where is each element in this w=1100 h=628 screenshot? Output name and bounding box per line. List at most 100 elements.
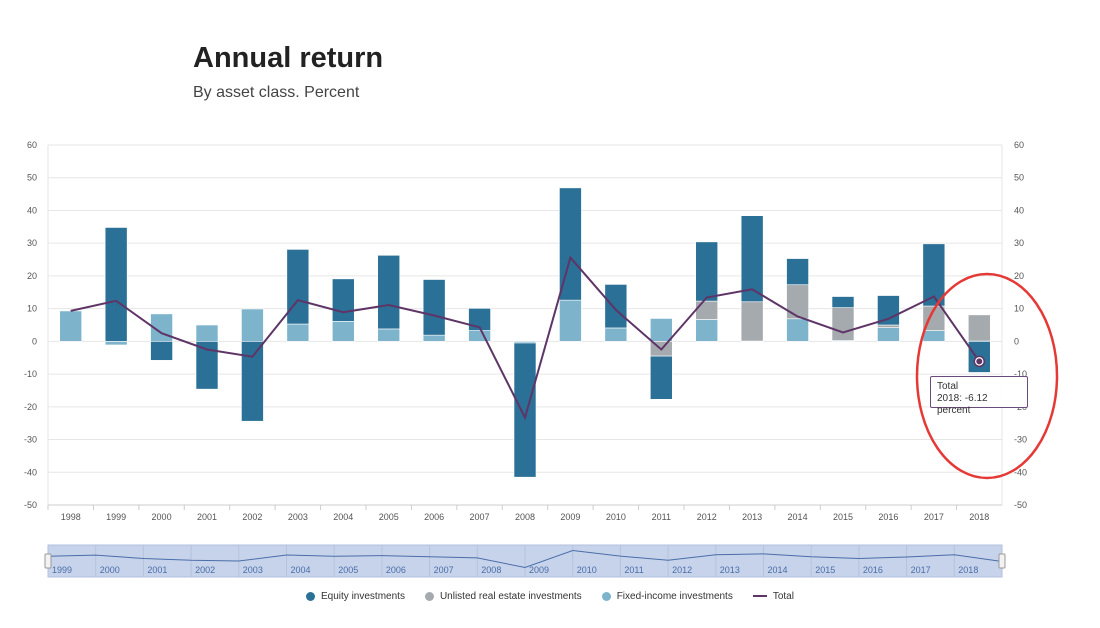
- bar-equity: [150, 341, 173, 361]
- bar-fixed-income: [695, 319, 719, 342]
- y-tick-label-right: 60: [1014, 140, 1024, 150]
- bar-fixed-income: [241, 308, 264, 342]
- x-tick-label: 2001: [197, 512, 217, 522]
- bar-fixed-income: [559, 299, 582, 342]
- y-tick-label-left: 20: [27, 271, 37, 281]
- y-tick-label-left: 10: [27, 304, 37, 314]
- y-tick-label-right: -30: [1014, 435, 1027, 445]
- x-tick-label: 2014: [788, 512, 808, 522]
- bar-equity: [740, 215, 764, 303]
- bar-equity: [695, 241, 719, 302]
- x-tick-label: 2012: [697, 512, 717, 522]
- total-point-core: [976, 358, 983, 365]
- navigator-label: 2005: [338, 565, 358, 575]
- bar-real-estate: [695, 300, 719, 320]
- x-tick-label: 2002: [242, 512, 262, 522]
- highlight-circle: [915, 272, 1059, 480]
- bar-equity: [422, 279, 446, 336]
- legend-label: Fixed-income investments: [616, 590, 733, 602]
- bar-equity: [559, 187, 582, 301]
- total-tooltip: Total 2018: -6.12 percent: [930, 376, 1028, 416]
- navigator-label: 2012: [672, 565, 692, 575]
- x-tick-label: 2006: [424, 512, 444, 522]
- navigator-label: 2009: [529, 565, 549, 575]
- x-tick-label: 2005: [379, 512, 399, 522]
- navigator-label: 2014: [768, 565, 788, 575]
- legend-label: Total: [772, 590, 794, 602]
- navigator-label: 2004: [291, 565, 311, 575]
- navigator-label: 2018: [958, 565, 978, 575]
- x-tick-label: 2009: [560, 512, 580, 522]
- navigator-label: 2013: [720, 565, 740, 575]
- legend-item-real-estate[interactable]: Unlisted real estate investments: [424, 590, 582, 602]
- bar-equity: [286, 249, 310, 325]
- bar-equity: [786, 258, 809, 286]
- bar-equity: [513, 342, 537, 478]
- legend-item-equity[interactable]: Equity investments: [306, 591, 405, 602]
- navigator-label: 2001: [147, 565, 167, 575]
- y-tick-label-left: 40: [27, 205, 37, 215]
- bar-fixed-income: [195, 324, 219, 342]
- navigator-label: 2015: [815, 565, 835, 575]
- bar-real-estate: [740, 301, 764, 342]
- y-tick-label-left: -40: [24, 467, 37, 477]
- x-tick-label: 1999: [106, 512, 126, 522]
- x-tick-label: 2004: [333, 512, 353, 522]
- y-tick-label-left: -20: [24, 402, 37, 412]
- legend-item-total[interactable]: Total: [752, 590, 794, 602]
- bar-fixed-income: [331, 321, 355, 342]
- y-tick-label-right: 10: [1014, 304, 1024, 314]
- bar-fixed-income: [104, 341, 128, 346]
- bar-fixed-income: [786, 318, 809, 342]
- total-line: [70, 255, 981, 421]
- navigator-label: 2002: [195, 565, 215, 575]
- x-tick-label: 2016: [878, 512, 898, 522]
- navigator-label: 2017: [911, 565, 931, 575]
- x-tick-label: 2007: [470, 512, 490, 522]
- fixed-income-swatch-icon: [601, 591, 611, 601]
- navigator-handle[interactable]: [998, 553, 1006, 569]
- navigator-label: 2006: [386, 565, 406, 575]
- x-tick-label: 2000: [152, 512, 172, 522]
- page-subtitle: By asset class. Percent: [193, 84, 360, 101]
- legend-item-fixed-income[interactable]: Fixed-income investments: [601, 590, 733, 602]
- y-tick-label-left: 0: [32, 336, 37, 346]
- bar-fixed-income: [377, 328, 401, 342]
- x-tick-label: 1998: [61, 512, 81, 522]
- x-tick-label: 2008: [515, 512, 535, 522]
- bar-equity: [377, 254, 401, 330]
- y-tick-label-left: -30: [24, 435, 37, 445]
- navigator-label: 2000: [100, 565, 120, 575]
- navigator-label: 1999: [52, 565, 72, 575]
- navigator-label: 2011: [624, 565, 643, 575]
- bar-equity: [241, 341, 264, 422]
- bar-real-estate: [877, 324, 900, 328]
- chart-legend: Equity investments Unlisted real estate …: [0, 588, 1100, 604]
- y-tick-label-left: 50: [27, 173, 37, 183]
- bar-equity: [604, 284, 628, 329]
- navigator-handle[interactable]: [44, 553, 52, 569]
- y-tick-label-right: -10: [1014, 369, 1027, 379]
- y-tick-label-right: 20: [1014, 271, 1024, 281]
- bar-equity: [104, 227, 128, 342]
- x-tick-label: 2013: [742, 512, 762, 522]
- x-tick-label: 2015: [833, 512, 853, 522]
- y-tick-label-left: 60: [27, 140, 37, 150]
- bar-equity: [331, 278, 355, 322]
- bar-fixed-income: [922, 330, 946, 342]
- navigator-label: 2003: [243, 565, 263, 575]
- y-tick-label-left: 30: [27, 238, 37, 248]
- bar-equity: [195, 341, 219, 390]
- real-estate-swatch-icon: [424, 591, 434, 601]
- legend-label: Unlisted real estate investments: [439, 590, 582, 602]
- bar-equity: [831, 296, 855, 308]
- bar-real-estate: [786, 284, 809, 320]
- y-tick-label-right: -40: [1014, 467, 1027, 477]
- navigator-label: 2007: [434, 565, 454, 575]
- bar-real-estate: [967, 314, 991, 342]
- x-tick-label: 2018: [969, 512, 989, 522]
- y-tick-label-right: 40: [1014, 205, 1024, 215]
- bar-fixed-income: [649, 318, 673, 342]
- bar-fixed-income: [877, 327, 900, 342]
